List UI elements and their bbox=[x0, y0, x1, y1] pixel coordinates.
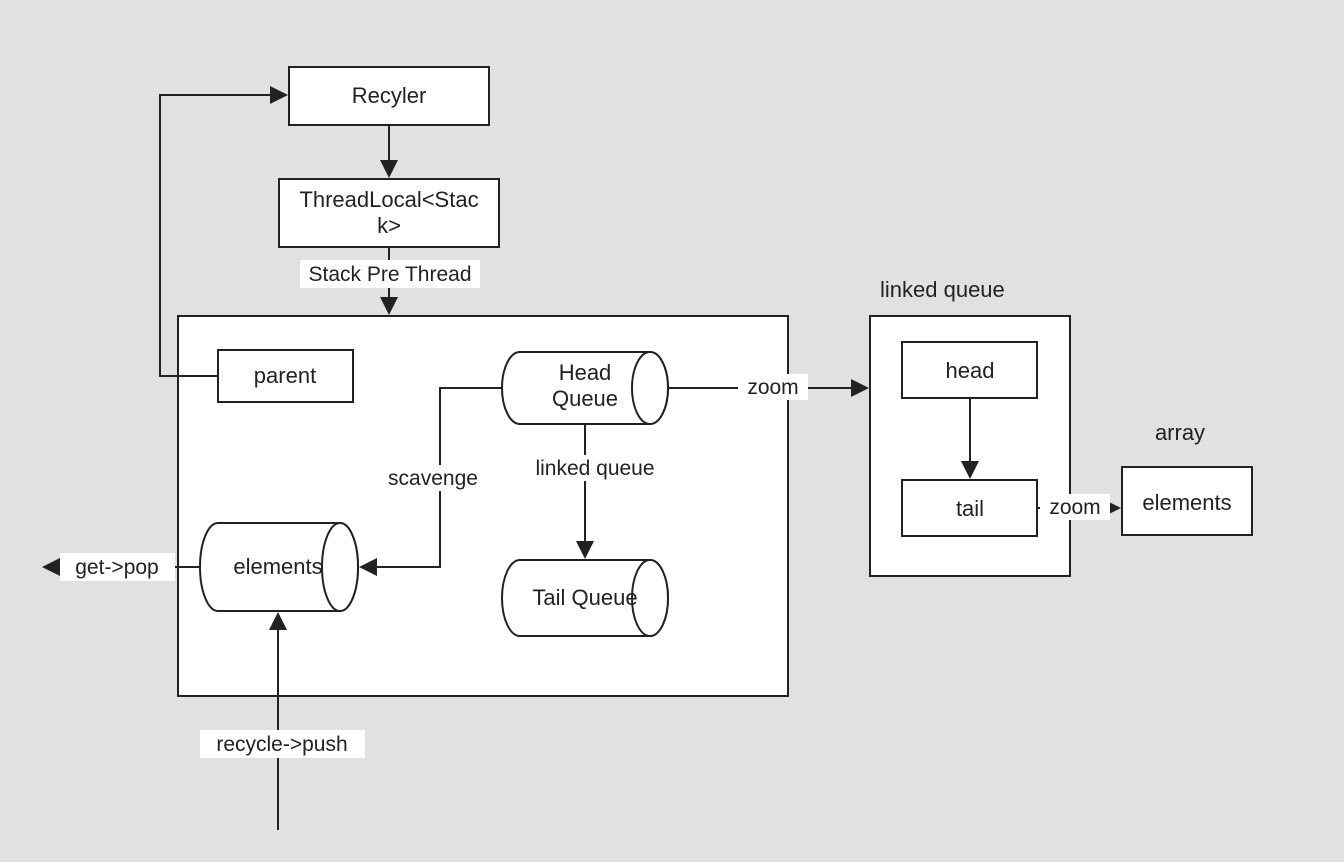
edge-zoom-array: zoom bbox=[1037, 494, 1118, 520]
node-headqueue-label-2: Queue bbox=[552, 386, 618, 411]
edge-stack-pre-thread-label: Stack Pre Thread bbox=[308, 263, 471, 286]
node-recycler-label: Recyler bbox=[352, 83, 427, 108]
node-elements: elements bbox=[200, 523, 358, 611]
node-arr-elements-label: elements bbox=[1142, 490, 1231, 515]
container-array: array bbox=[1155, 420, 1205, 445]
container-array-title: array bbox=[1155, 420, 1205, 445]
node-tail-label: tail bbox=[956, 496, 984, 521]
node-threadlocal-label-2: k> bbox=[377, 213, 401, 238]
node-recycler: Recyler bbox=[289, 67, 489, 125]
edge-recycle-push-label: recycle->push bbox=[216, 733, 347, 756]
node-tail: tail bbox=[902, 480, 1037, 536]
node-headqueue-label-1: Head bbox=[559, 360, 612, 385]
node-tailqueue: Tail Queue bbox=[502, 560, 668, 636]
node-threadlocal-label-1: ThreadLocal<Stac bbox=[299, 187, 478, 212]
node-head: head bbox=[902, 342, 1037, 398]
edge-scavenge-label: scavenge bbox=[388, 467, 478, 490]
edge-zoom-arr-label: zoom bbox=[1049, 496, 1100, 519]
recycler-diagram: Recyler ThreadLocal<Stac k> parent Head … bbox=[0, 0, 1344, 862]
node-headqueue: Head Queue bbox=[502, 352, 668, 424]
node-elements-label: elements bbox=[233, 554, 322, 579]
node-head-label: head bbox=[946, 358, 995, 383]
edge-hq-tq-label: linked queue bbox=[535, 457, 654, 480]
node-threadlocal: ThreadLocal<Stac k> bbox=[279, 179, 499, 247]
edge-getpop-label: get->pop bbox=[75, 556, 159, 579]
node-tailqueue-label: Tail Queue bbox=[532, 585, 637, 610]
edge-zoom-lq-label: zoom bbox=[747, 376, 798, 399]
node-parent-label: parent bbox=[254, 363, 316, 388]
node-arr-elements: elements bbox=[1122, 467, 1252, 535]
container-linkedqueue-title: linked queue bbox=[880, 277, 1005, 302]
node-parent: parent bbox=[218, 350, 353, 402]
